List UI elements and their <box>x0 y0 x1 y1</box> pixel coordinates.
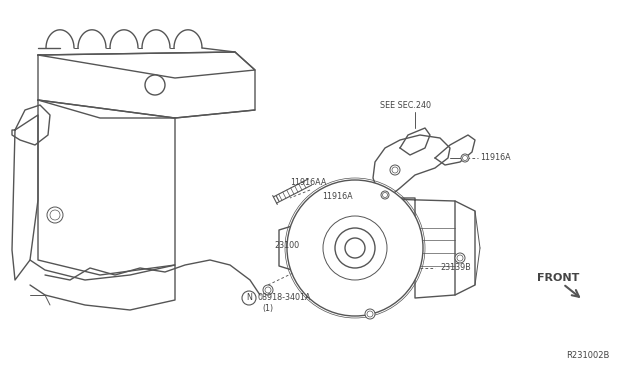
Text: FRONT: FRONT <box>537 273 579 283</box>
Circle shape <box>381 191 389 199</box>
Text: 11916A: 11916A <box>322 192 353 201</box>
Circle shape <box>345 238 365 258</box>
Text: 11916A: 11916A <box>480 153 511 161</box>
Circle shape <box>47 207 63 223</box>
Circle shape <box>335 228 375 268</box>
Text: 23100: 23100 <box>274 241 299 250</box>
Text: 23139B: 23139B <box>440 263 471 273</box>
Circle shape <box>242 291 256 305</box>
Circle shape <box>287 180 423 316</box>
Text: 08918-3401A: 08918-3401A <box>258 294 312 302</box>
Text: R231002B: R231002B <box>566 350 610 359</box>
Text: 11916AA: 11916AA <box>290 177 326 186</box>
Text: N: N <box>246 294 252 302</box>
Circle shape <box>145 75 165 95</box>
Circle shape <box>263 285 273 295</box>
Text: (1): (1) <box>262 304 273 312</box>
Circle shape <box>390 165 400 175</box>
Circle shape <box>461 154 469 162</box>
Text: SEE SEC.240: SEE SEC.240 <box>380 100 431 109</box>
Circle shape <box>365 309 375 319</box>
Circle shape <box>455 253 465 263</box>
Circle shape <box>323 216 387 280</box>
